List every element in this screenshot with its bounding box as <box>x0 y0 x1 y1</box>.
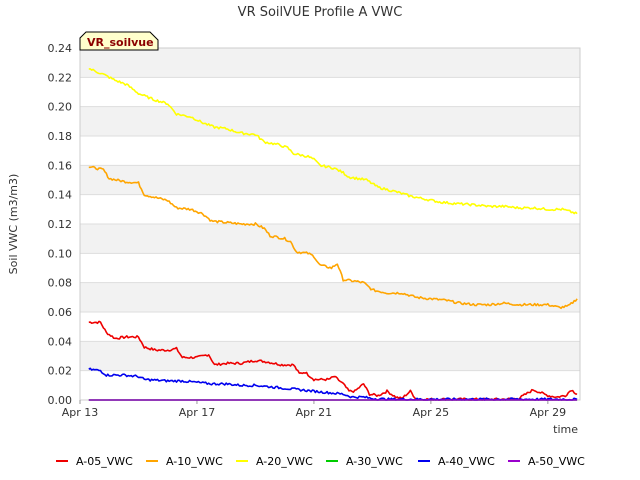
legend: A-05_VWC A-10_VWC A-20_VWC A-30_VWC A-40_VWC… <box>56 455 585 468</box>
plot-band <box>80 224 580 254</box>
x-tick-label: Apr 21 <box>296 406 333 419</box>
y-tick-label: 0.00 <box>48 394 73 407</box>
plot-band <box>80 282 580 312</box>
plot-band <box>80 370 580 400</box>
plot-band <box>80 165 580 195</box>
plot-band <box>80 194 580 224</box>
y-tick-label: 0.18 <box>48 130 73 143</box>
y-axis-label: Soil VWC (m3/m3) <box>7 174 20 275</box>
y-tick-label: 0.14 <box>48 189 73 202</box>
y-tick-label: 0.24 <box>48 42 73 55</box>
y-tick-label: 0.16 <box>48 159 73 172</box>
x-tick-label: Apr 13 <box>62 406 99 419</box>
y-tick-label: 0.02 <box>48 365 73 378</box>
y-tick-label: 0.10 <box>48 247 73 260</box>
series-line-a-20-vwc <box>88 68 578 215</box>
site-badge-box <box>79 31 159 51</box>
legend-item-a-50-vwc: A-50_VWC <box>508 455 585 468</box>
x-tick-label: Apr 17 <box>179 406 216 419</box>
plot-band <box>80 312 580 342</box>
legend-item-a-10-vwc: A-10_VWC <box>146 455 223 468</box>
legend-label: A-50_VWC <box>528 455 585 468</box>
plot-band <box>80 136 580 166</box>
x-axis-label: time <box>553 423 578 436</box>
plot-band <box>80 48 580 78</box>
y-tick-label: 0.22 <box>48 71 73 84</box>
site-badge-label: VR_soilvue <box>87 36 154 49</box>
series-line-a-10-vwc <box>88 165 578 310</box>
plot-band <box>80 341 580 371</box>
series-layer <box>88 68 578 401</box>
legend-item-a-05-vwc: A-05_VWC <box>56 455 133 468</box>
x-tick-label: Apr 25 <box>413 406 450 419</box>
y-tick-label: 0.12 <box>48 218 73 231</box>
site-badge: VR_soilvue <box>79 31 159 51</box>
legend-item-a-30-vwc: A-30_VWC <box>326 455 403 468</box>
plot-band <box>80 106 580 136</box>
series-line-a-05-vwc <box>88 320 578 401</box>
legend-label: A-40_VWC <box>438 455 495 468</box>
y-axis-ticks: 0.00 0.02 0.04 0.06 0.08 0.10 0.12 0.14 0.16 0.18… <box>48 42 73 407</box>
legend-label: A-05_VWC <box>76 455 133 468</box>
x-tick-label: Apr 29 <box>530 406 567 419</box>
y-tick-label: 0.08 <box>48 277 73 290</box>
legend-label: A-10_VWC <box>166 455 223 468</box>
legend-label: A-30_VWC <box>346 455 403 468</box>
chart-title: VR SoilVUE Profile A VWC <box>238 5 403 20</box>
y-tick-label: 0.06 <box>48 306 73 319</box>
y-tick-label: 0.20 <box>48 101 73 114</box>
x-axis-ticks: Apr 13 Apr 17 Apr 21 Apr 25 Apr 29 <box>62 400 566 419</box>
legend-label: A-20_VWC <box>256 455 313 468</box>
y-tick-label: 0.04 <box>48 335 73 348</box>
legend-item-a-40-vwc: A-40_VWC <box>418 455 495 468</box>
legend-item-a-20-vwc: A-20_VWC <box>236 455 313 468</box>
plot-band <box>80 77 580 107</box>
